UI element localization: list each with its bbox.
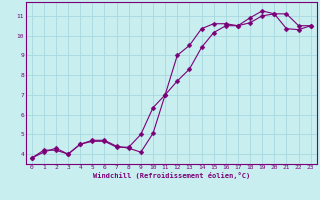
- X-axis label: Windchill (Refroidissement éolien,°C): Windchill (Refroidissement éolien,°C): [92, 172, 250, 179]
